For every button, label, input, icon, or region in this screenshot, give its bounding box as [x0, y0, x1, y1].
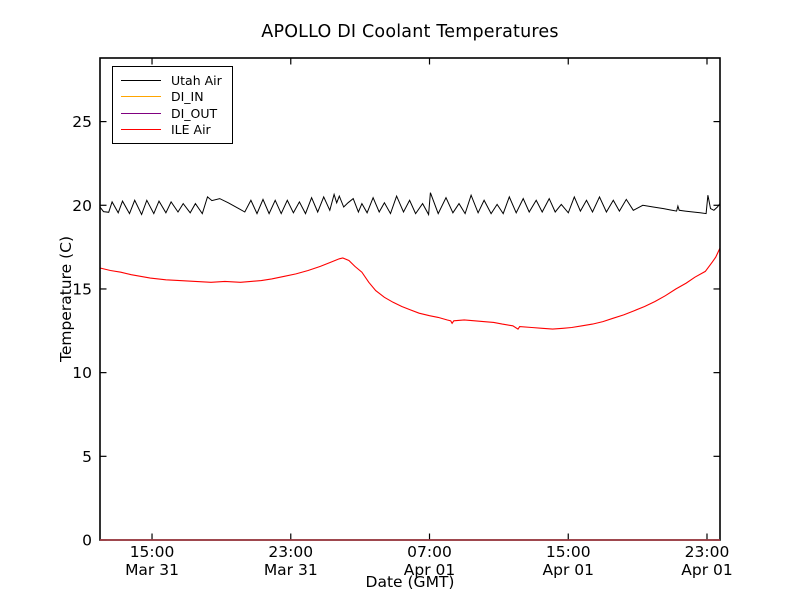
- y-tick-label: 20: [72, 197, 92, 215]
- legend-item-di-out: DI_OUT: [121, 105, 222, 122]
- x-tick-label-time: 15:00: [130, 543, 175, 561]
- y-tick-label: 25: [72, 113, 92, 131]
- x-tick-label-time: 07:00: [407, 543, 452, 561]
- x-axis-label: Date (GMT): [365, 573, 455, 591]
- x-tick-label-date: Apr 01: [681, 561, 732, 579]
- legend-line-sample: [121, 112, 161, 114]
- x-tick-label-date: Apr 01: [543, 561, 594, 579]
- legend-item-utah-air: Utah Air: [121, 72, 222, 89]
- legend-label: Utah Air: [171, 72, 222, 88]
- series-line-utah-air: [99, 192, 721, 217]
- legend-item-ile-air: ILE Air: [121, 122, 222, 139]
- y-tick-label: 5: [82, 448, 92, 466]
- y-tick-label: 10: [72, 364, 92, 382]
- legend-item-di-in: DI_IN: [121, 89, 222, 106]
- x-tick-label-time: 23:00: [268, 543, 313, 561]
- legend-label: DI_OUT: [171, 105, 218, 121]
- x-tick-label-date: Apr 01: [404, 561, 455, 579]
- y-tick-label: 15: [72, 280, 92, 298]
- series-line-ile-air: [99, 247, 721, 330]
- x-tick-label-time: 23:00: [685, 543, 730, 561]
- x-tick-label-date: Mar 31: [125, 561, 179, 579]
- legend-line-sample: [121, 96, 161, 98]
- y-axis-label: Temperature (C): [57, 235, 75, 363]
- chart-title: APOLLO DI Coolant Temperatures: [261, 22, 559, 42]
- x-tick-label-time: 15:00: [546, 543, 591, 561]
- legend-line-sample: [121, 129, 161, 131]
- y-tick-label: 0: [82, 532, 92, 550]
- legend-label: DI_IN: [171, 89, 204, 105]
- legend-label: ILE Air: [171, 122, 211, 138]
- x-tick-label-date: Mar 31: [264, 561, 318, 579]
- legend-line-sample: [121, 79, 161, 81]
- legend: Utah Air DI_IN DI_OUT ILE Air: [112, 66, 233, 144]
